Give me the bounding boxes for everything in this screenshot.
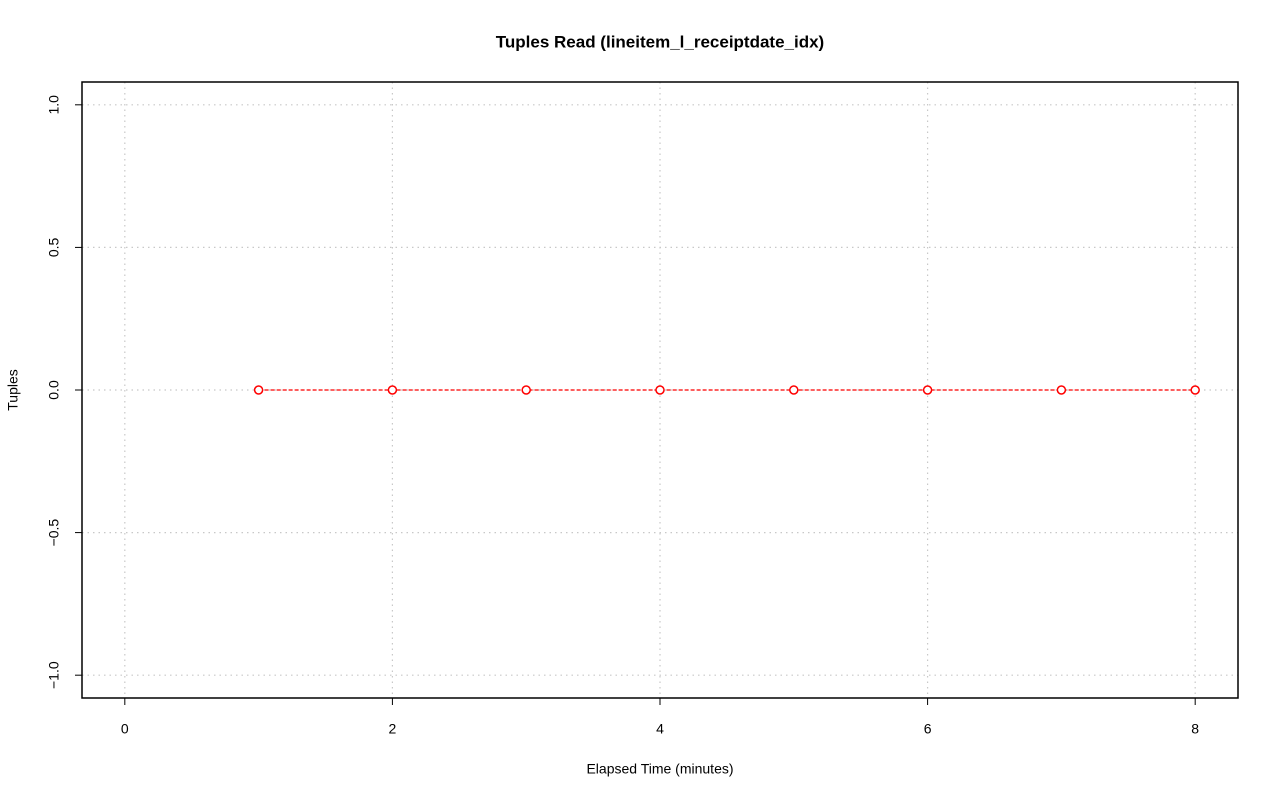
data-point [253,385,264,395]
x-axis-label: Elapsed Time (minutes) [586,761,733,777]
chart-title: Tuples Read (lineitem_l_receiptdate_idx) [496,32,824,51]
data-point [387,385,398,395]
y-axis-label: Tuples [5,369,21,411]
data-point [1190,385,1200,395]
data-point [1056,385,1067,395]
x-tick-label: 8 [1191,721,1199,737]
y-tick-label: −0.5 [46,519,62,547]
data-point [521,385,531,395]
x-tick-label: 2 [389,721,397,737]
y-tick-label: 0.5 [46,237,62,257]
data-point [922,385,933,395]
x-tick-label: 4 [656,721,664,737]
y-tick-label: 1.0 [46,95,62,115]
data-point [655,385,665,395]
x-tick-label: 6 [924,721,932,737]
x-tick-label: 0 [121,721,129,737]
y-tick-label: −1.0 [46,661,62,689]
y-tick-label: 0.0 [46,380,62,400]
data-point [789,385,799,395]
plot-frame [81,81,1239,699]
